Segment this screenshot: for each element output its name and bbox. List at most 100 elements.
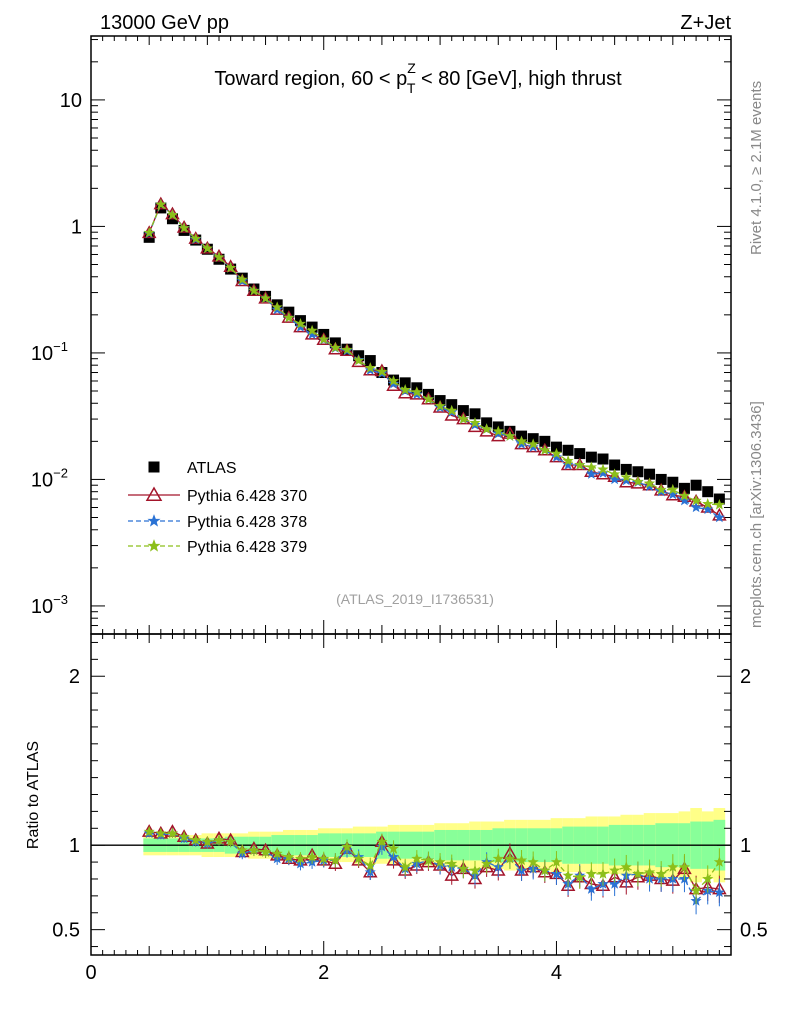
legend-item-p379: Pythia 6.428 379	[128, 539, 307, 556]
point-p379	[632, 475, 644, 487]
ratio-point-p379	[609, 864, 621, 876]
ratio-point-p379	[527, 856, 539, 867]
x-tick-label: 0	[85, 962, 96, 984]
ratio-panel: 0.5 0.5 1 1 2 2 0 2 4 Ratio to ATLAS	[25, 633, 768, 984]
point-p379	[213, 251, 225, 262]
ratio-point-p379	[469, 864, 481, 876]
rivet-version-label: Rivet 4.1.0, ≥ 2.1M events	[748, 81, 765, 255]
series-p379	[143, 198, 725, 510]
ratio-point-p379	[236, 844, 248, 855]
point-atlas	[399, 377, 411, 389]
point-p379	[201, 242, 213, 254]
y-tick-exponent: −2	[53, 465, 68, 480]
point-atlas	[597, 453, 609, 465]
ratio-point-p379	[574, 871, 586, 882]
ratio-point-p379	[190, 834, 202, 845]
analysis-id-label: (ATLAS_2019_I1736531)	[336, 591, 494, 607]
ratio-point-p379	[143, 825, 155, 837]
y-tick-label: 10−3	[31, 592, 68, 618]
ratio-frame	[90, 633, 732, 956]
point-p379	[469, 417, 481, 428]
ratio-y-tick-label-right: 2	[740, 666, 751, 688]
point-p379	[294, 317, 307, 329]
y-tick-label: 10−1	[31, 339, 68, 365]
y-tick-base: 10	[31, 596, 53, 618]
point-p379	[562, 455, 574, 466]
ratio-point-p379	[271, 847, 283, 859]
point-p379	[364, 362, 376, 373]
point-p378	[609, 473, 621, 485]
point-p378	[690, 501, 702, 513]
y-tick-label: 10	[60, 90, 82, 112]
y-tick-base: 10	[31, 343, 53, 365]
ratio-point-p379	[318, 852, 330, 864]
y-tick-base: 10	[31, 469, 53, 491]
legend-label: Pythia 6.428 378	[187, 514, 307, 531]
ratio-point-p379	[260, 846, 272, 857]
point-p379	[702, 498, 714, 509]
legend-marker	[148, 461, 160, 473]
ratio-point-p379	[713, 856, 725, 867]
header-right: Z+Jet	[680, 12, 731, 34]
point-atlas	[678, 482, 690, 494]
point-p379	[166, 209, 178, 220]
point-p379	[143, 226, 155, 238]
point-p379	[434, 400, 446, 411]
point-p379	[353, 354, 365, 366]
ratio-point-p379	[155, 827, 167, 839]
y-tick-exponent: −1	[53, 339, 68, 354]
legend-item-p378: Pythia 6.428 378	[128, 514, 307, 531]
point-p379	[399, 384, 411, 395]
ratio-point-p379	[434, 856, 446, 867]
ratio-y-tick-label: 2	[69, 666, 80, 688]
point-atlas	[574, 448, 586, 460]
point-atlas	[481, 417, 493, 429]
point-atlas	[620, 463, 632, 475]
point-p379	[585, 461, 597, 472]
point-atlas	[539, 435, 551, 447]
ratio-point-p379	[329, 854, 341, 866]
ratio-point-p379	[678, 861, 690, 872]
main-title: Toward region, 60 < pZ T < 80 [GeV], high…	[214, 60, 622, 96]
ratio-point-p379	[283, 851, 295, 862]
point-p379	[411, 386, 423, 397]
point-p379	[667, 483, 679, 495]
point-p378	[585, 468, 597, 479]
point-p379	[329, 341, 341, 353]
point-p379	[620, 471, 632, 482]
ratio-y-tick-label: 1	[69, 835, 80, 857]
ratio-ylabel: Ratio to ATLAS	[25, 741, 42, 849]
point-p379	[376, 365, 388, 377]
point-p379	[387, 375, 400, 386]
point-p378	[562, 459, 574, 470]
point-atlas	[632, 466, 644, 478]
ratio-point-p379	[341, 841, 353, 852]
point-p379	[259, 292, 272, 304]
ratio-series-p379	[143, 825, 725, 905]
point-p379	[678, 490, 691, 501]
point-atlas	[702, 486, 714, 498]
point-p379	[283, 311, 295, 323]
y-tick-label: 1	[71, 216, 82, 238]
ratio-point-p379	[481, 857, 493, 869]
ratio-point-p379	[620, 861, 632, 872]
point-atlas	[690, 479, 702, 491]
header-left: 13000 GeV pp	[100, 12, 229, 34]
ratio-point-p378	[585, 883, 597, 894]
legend-item-atlas: ATLAS	[148, 460, 237, 477]
point-p370	[351, 354, 366, 368]
legend-item-p370: Pythia 6.428 370	[128, 486, 307, 505]
point-p379	[236, 273, 248, 285]
point-p379	[178, 222, 190, 233]
ratio-point-p379	[585, 868, 597, 879]
legend-label: ATLAS	[187, 460, 237, 477]
ratio-point-p379	[387, 842, 400, 854]
point-p379	[190, 232, 202, 244]
point-p379	[516, 435, 528, 447]
point-p379	[690, 494, 702, 506]
point-p379	[644, 477, 656, 489]
legend: ATLAS Pythia 6.428 370 Pythia 6.428 378 Pyt…	[128, 460, 307, 556]
y-tick-base: 10	[60, 90, 82, 112]
ratio-point-p379	[667, 861, 679, 872]
